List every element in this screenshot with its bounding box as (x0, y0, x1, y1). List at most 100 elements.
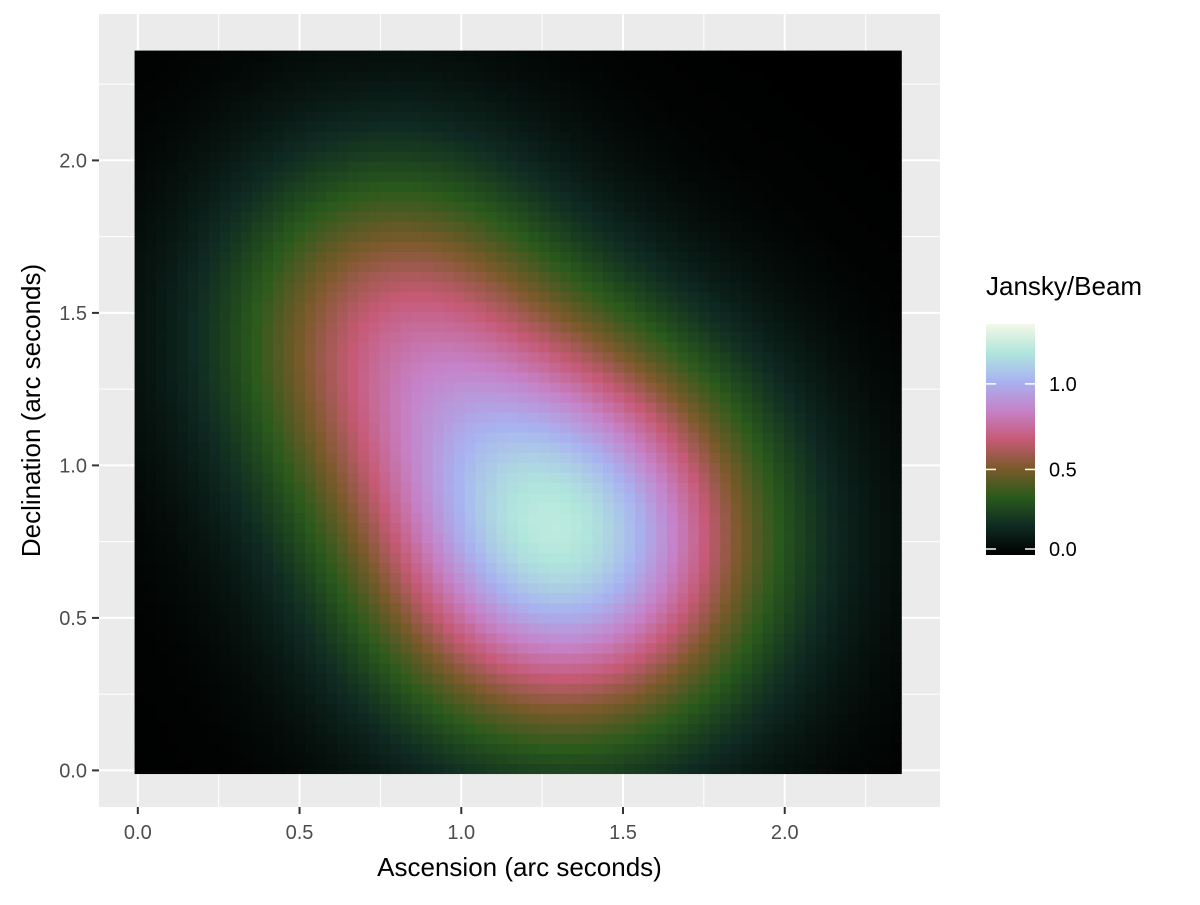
heatmap-tile (827, 392, 838, 403)
heatmap-tile (571, 211, 582, 222)
heatmap-tile (348, 412, 359, 423)
heatmap-tile (550, 382, 561, 393)
heatmap-tile (262, 522, 273, 533)
heatmap-tile (880, 703, 891, 714)
heatmap-tile (827, 743, 838, 754)
heatmap-tile (326, 422, 337, 433)
heatmap-tile (305, 251, 316, 262)
heatmap-tile (539, 282, 550, 293)
heatmap-tile (518, 663, 529, 674)
heatmap-tile (603, 522, 614, 533)
heatmap-tile (326, 643, 337, 654)
heatmap-tile (859, 191, 870, 202)
heatmap-tile (741, 81, 752, 92)
heatmap-tile (752, 502, 763, 513)
heatmap-tile (294, 322, 305, 333)
heatmap-tile (550, 553, 561, 564)
heatmap-tile (816, 231, 827, 242)
heatmap-tile (710, 322, 721, 333)
heatmap-tile (198, 673, 209, 684)
heatmap-tile (135, 723, 146, 734)
heatmap-tile (710, 533, 721, 544)
heatmap-tile (326, 271, 337, 282)
heatmap-tile (316, 261, 327, 272)
heatmap-tile (837, 91, 848, 102)
heatmap-tile (880, 432, 891, 443)
heatmap-tile (316, 382, 327, 393)
heatmap-tile (135, 683, 146, 694)
heatmap-tile (624, 352, 635, 363)
heatmap-tile (688, 593, 699, 604)
heatmap-tile (646, 492, 657, 503)
heatmap-tile (805, 91, 816, 102)
heatmap-tile (731, 231, 742, 242)
heatmap-tile (880, 502, 891, 513)
heatmap-tile (177, 231, 188, 242)
heatmap-tile (560, 442, 571, 453)
heatmap-tile (401, 492, 412, 503)
heatmap-tile (294, 522, 305, 533)
heatmap-tile (465, 723, 476, 734)
heatmap-tile (433, 261, 444, 272)
heatmap-tile (422, 693, 433, 704)
heatmap-tile (262, 392, 273, 403)
heatmap-tile (795, 292, 806, 303)
heatmap-tile (678, 723, 689, 734)
heatmap-tile (465, 462, 476, 473)
heatmap-tile (869, 151, 880, 162)
heatmap-tile (646, 91, 657, 102)
heatmap-tile (273, 282, 284, 293)
heatmap-tile (784, 593, 795, 604)
heatmap-tile (156, 91, 167, 102)
heatmap-tile (646, 593, 657, 604)
heatmap-tile (827, 131, 838, 142)
heatmap-tile (401, 221, 412, 232)
heatmap-tile (273, 543, 284, 554)
heatmap-tile (497, 151, 508, 162)
heatmap-tile (827, 261, 838, 272)
heatmap-tile (379, 412, 390, 423)
heatmap-tile (827, 703, 838, 714)
heatmap-tile (614, 462, 625, 473)
heatmap-tile (167, 422, 178, 433)
heatmap-tile (379, 402, 390, 413)
heatmap-tile (539, 302, 550, 313)
heatmap-tile (316, 292, 327, 303)
heatmap-tile (316, 633, 327, 644)
heatmap-tile (273, 462, 284, 473)
heatmap-tile (571, 412, 582, 423)
heatmap-tile (624, 322, 635, 333)
heatmap-tile (433, 452, 444, 463)
heatmap-tile (784, 322, 795, 333)
heatmap-tile (369, 161, 380, 172)
heatmap-tile (135, 703, 146, 714)
heatmap-tile (635, 121, 646, 132)
heatmap-tile (529, 412, 540, 423)
heatmap-tile (827, 683, 838, 694)
heatmap-tile (188, 141, 199, 152)
heatmap-tile (795, 512, 806, 523)
heatmap-tile (167, 171, 178, 182)
heatmap-tile (550, 191, 561, 202)
heatmap-tile (348, 342, 359, 353)
heatmap-tile (369, 703, 380, 714)
heatmap-tile (198, 643, 209, 654)
heatmap-tile (869, 402, 880, 413)
heatmap-tile (337, 352, 348, 363)
heatmap-tile (827, 452, 838, 463)
heatmap-tile (859, 201, 870, 212)
heatmap-tile (507, 533, 518, 544)
heatmap-tile (763, 382, 774, 393)
heatmap-tile (550, 271, 561, 282)
heatmap-tile (294, 412, 305, 423)
heatmap-tile (348, 522, 359, 533)
heatmap-tile (188, 583, 199, 594)
heatmap-tile (294, 292, 305, 303)
heatmap-tile (411, 372, 422, 383)
heatmap-tile (688, 482, 699, 493)
heatmap-tile (816, 101, 827, 112)
heatmap-tile (763, 171, 774, 182)
heatmap-tile (401, 422, 412, 433)
heatmap-tile (198, 322, 209, 333)
heatmap-tile (529, 533, 540, 544)
